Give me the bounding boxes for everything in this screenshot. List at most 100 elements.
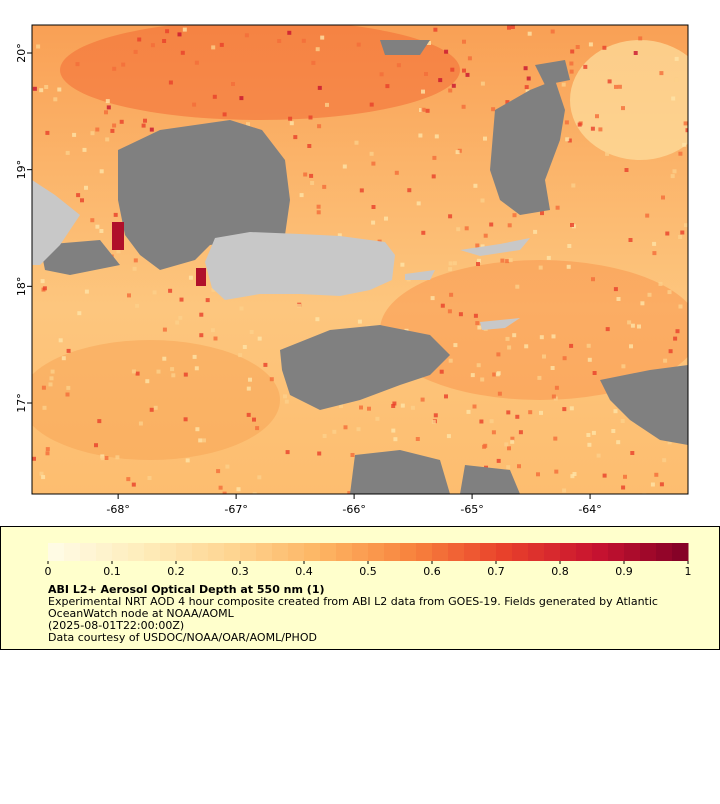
speckle — [75, 62, 80, 67]
speckle — [665, 231, 670, 236]
speckle — [507, 25, 511, 30]
speckle — [627, 320, 632, 325]
colorbar-tick-label: 0 — [45, 565, 52, 578]
colorbar-step — [384, 543, 401, 561]
speckle — [659, 71, 664, 76]
speckle — [396, 63, 401, 68]
speckle — [561, 82, 566, 87]
speckle — [178, 315, 183, 320]
colorbar-step — [560, 543, 577, 561]
speckle — [685, 128, 688, 133]
speckle — [194, 366, 199, 371]
cloud — [40, 240, 120, 275]
speckle — [628, 238, 633, 242]
speckle — [168, 80, 173, 85]
speckle — [591, 277, 595, 282]
speckle — [440, 303, 445, 308]
speckle — [315, 317, 320, 322]
speckle — [308, 115, 313, 120]
speckle — [82, 147, 87, 152]
speckle — [523, 66, 528, 71]
speckle — [359, 405, 363, 410]
aerosol-plume — [32, 340, 280, 460]
x-tick-label: -67° — [224, 503, 247, 516]
speckle — [263, 362, 268, 367]
speckle — [84, 289, 89, 294]
speckle — [65, 150, 70, 155]
speckle — [591, 430, 596, 435]
speckle — [587, 357, 592, 362]
speckle — [116, 249, 121, 254]
speckle — [457, 148, 462, 153]
speckle — [433, 27, 438, 32]
speckle — [451, 83, 456, 88]
speckle — [650, 482, 655, 487]
speckle — [506, 465, 511, 470]
speckle — [515, 284, 520, 289]
speckle — [110, 128, 115, 133]
speckle — [570, 223, 574, 227]
speckle — [524, 344, 529, 349]
speckle — [332, 429, 337, 434]
speckle — [453, 343, 458, 348]
speckle — [246, 386, 251, 391]
cloud — [460, 465, 520, 494]
colorbar-step — [528, 543, 545, 561]
speckle — [320, 35, 325, 40]
speckle — [495, 372, 500, 377]
speckle — [132, 266, 137, 271]
speckle — [449, 292, 454, 297]
speckle — [680, 230, 685, 235]
colorbar-step — [352, 543, 369, 561]
speckle — [554, 385, 559, 390]
speckle — [621, 485, 626, 490]
speckle — [476, 262, 480, 266]
speckle — [39, 88, 44, 93]
speckle — [569, 61, 574, 66]
axes: -68° -67° -66° -65° -64° 17° 18° 19° 20° — [15, 43, 602, 516]
speckle — [53, 97, 58, 102]
speckle — [192, 354, 197, 359]
speckle — [447, 309, 452, 314]
speckle — [152, 290, 157, 295]
speckle — [452, 261, 457, 266]
speckle — [48, 382, 53, 387]
speckle — [131, 369, 136, 374]
colorbar-step — [160, 543, 177, 561]
speckle — [299, 193, 304, 198]
speckle — [667, 440, 672, 445]
speckle — [342, 164, 347, 169]
speckle — [461, 104, 466, 109]
speckle — [602, 473, 607, 478]
speckle — [231, 82, 235, 86]
speckle — [90, 131, 95, 136]
speckle — [613, 287, 618, 292]
speckle — [310, 181, 315, 185]
speckle — [515, 414, 520, 419]
speckle — [393, 437, 398, 442]
speckle — [41, 385, 46, 390]
x-tick-label: -68° — [106, 503, 129, 516]
speckle — [427, 41, 431, 45]
speckle — [551, 334, 556, 339]
speckle — [133, 49, 138, 54]
speckle — [131, 482, 136, 487]
speckle — [477, 325, 482, 330]
speckle — [66, 348, 71, 353]
colorbar-step — [80, 543, 97, 561]
speckle — [115, 455, 120, 460]
colorbar-step — [192, 543, 209, 561]
speckle — [45, 130, 50, 135]
speckle — [546, 255, 551, 260]
speckle — [121, 62, 126, 67]
speckle — [347, 491, 352, 494]
speckle — [303, 172, 308, 177]
speckle — [183, 417, 188, 422]
speckle — [564, 120, 569, 125]
colorbar-step — [176, 543, 193, 561]
speckle — [421, 89, 425, 94]
speckle — [97, 419, 102, 424]
speckle — [662, 458, 667, 463]
speckle — [246, 122, 250, 127]
speckle — [126, 477, 131, 482]
